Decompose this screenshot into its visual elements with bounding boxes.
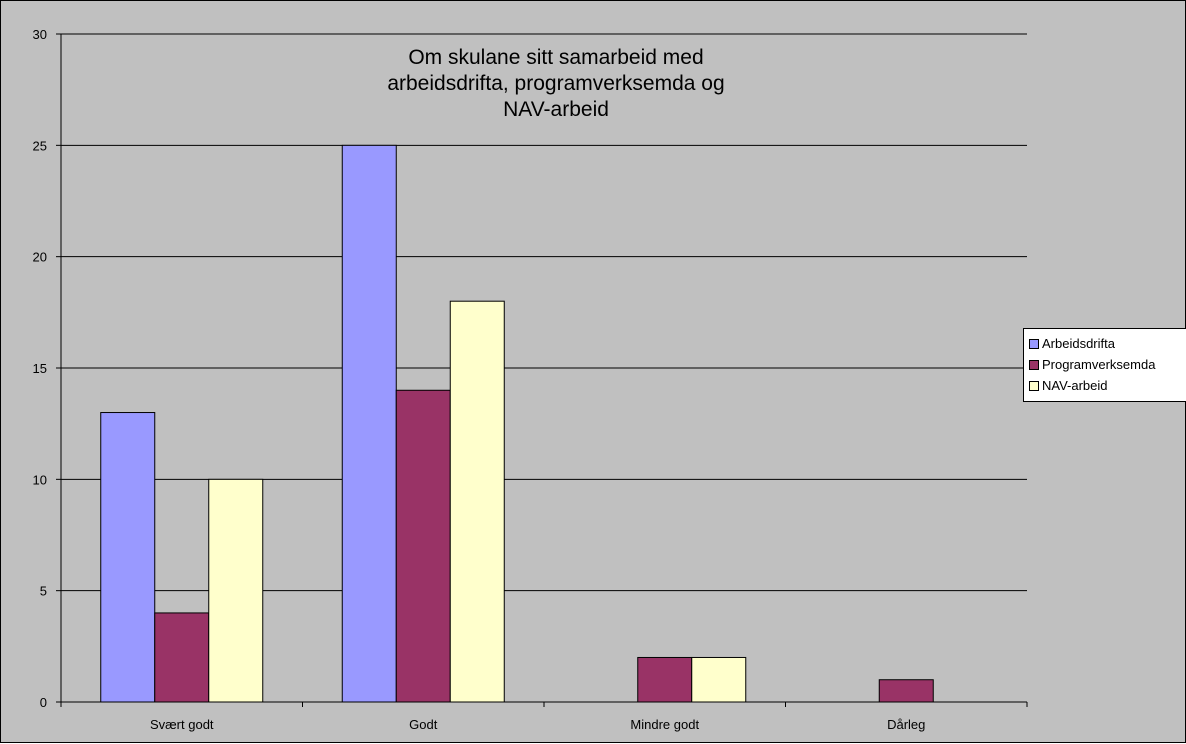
legend-swatch <box>1029 380 1039 391</box>
legend-item-nav-arbeid: NAV-arbeid <box>1029 375 1186 396</box>
bars <box>100 144 934 703</box>
y-tick-label: 10 <box>33 472 47 487</box>
y-axis-tick-labels: 0 5 10 15 20 25 30 <box>33 27 47 710</box>
y-tick-label: 30 <box>33 27 47 42</box>
bar <box>449 300 505 703</box>
y-tick-label: 25 <box>33 138 47 153</box>
bar <box>637 656 693 703</box>
axes <box>56 33 1028 707</box>
legend-label: Arbeidsdrifta <box>1042 336 1115 351</box>
bar <box>208 478 264 703</box>
legend-item-arbeidsdrifta: Arbeidsdrifta <box>1029 333 1186 354</box>
legend-label: NAV-arbeid <box>1042 378 1108 393</box>
chart-title-line-2: arbeidsdrifta, programverksemda og <box>387 72 725 95</box>
y-tick-label: 5 <box>40 584 47 599</box>
bar <box>691 656 747 703</box>
legend-swatch <box>1029 338 1039 349</box>
y-tick-label: 15 <box>33 361 47 376</box>
bar <box>395 389 451 703</box>
chart-title-line-3: NAV-arbeid <box>503 98 609 121</box>
bar <box>100 412 156 703</box>
x-tick-label: Svært godt <box>150 717 214 732</box>
chart-title-line-1: Om skulane sitt samarbeid med <box>408 46 704 69</box>
bar <box>154 612 210 703</box>
chart-title: Om skulane sitt samarbeid med arbeidsdri… <box>301 45 811 123</box>
legend: Arbeidsdrifta Programverksemda NAV-arbei… <box>1023 328 1186 402</box>
legend-label: Programverksemda <box>1042 357 1156 372</box>
x-tick-label: Godt <box>409 717 438 732</box>
bar <box>878 679 934 703</box>
x-tick-label: Dårleg <box>887 717 925 732</box>
y-tick-label: 20 <box>33 250 47 265</box>
x-tick-label: Mindre godt <box>630 717 699 732</box>
legend-swatch <box>1029 359 1039 370</box>
legend-item-programverksemda: Programverksemda <box>1029 354 1186 375</box>
y-tick-label: 0 <box>40 695 47 710</box>
bar <box>341 144 397 703</box>
x-axis-tick-labels: Svært godt Godt Mindre godt Dårleg <box>150 717 925 732</box>
